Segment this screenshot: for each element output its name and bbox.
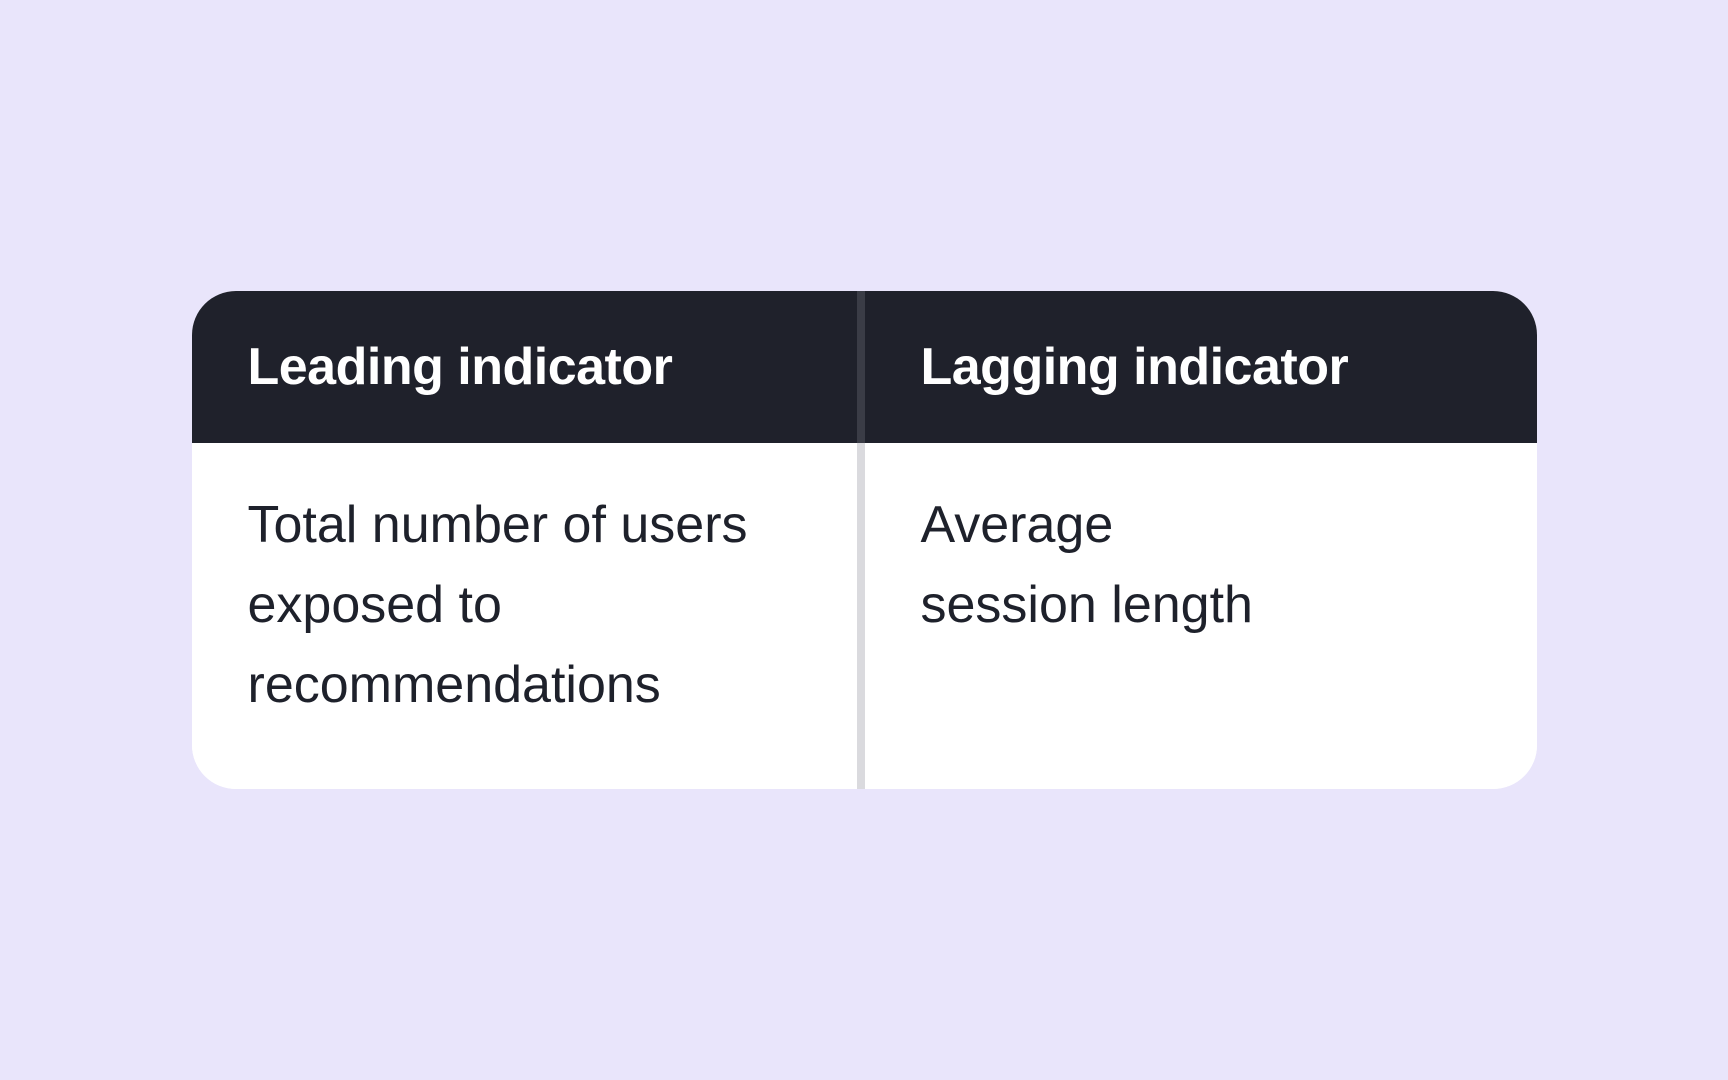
header-lagging-indicator: Lagging indicator [864, 291, 1537, 443]
header-leading-indicator: Leading indicator [191, 291, 857, 443]
indicator-comparison-table: Leading indicator Lagging indicator Tota… [191, 291, 1537, 789]
cell-lagging-indicator-value: Average session length [864, 443, 1537, 789]
header-lagging-indicator-label: Lagging indicator [920, 338, 1349, 396]
cell-leading-indicator-value: Total number of users exposed to recomme… [191, 443, 857, 789]
header-leading-indicator-label: Leading indicator [247, 338, 673, 396]
column-divider [856, 291, 865, 789]
